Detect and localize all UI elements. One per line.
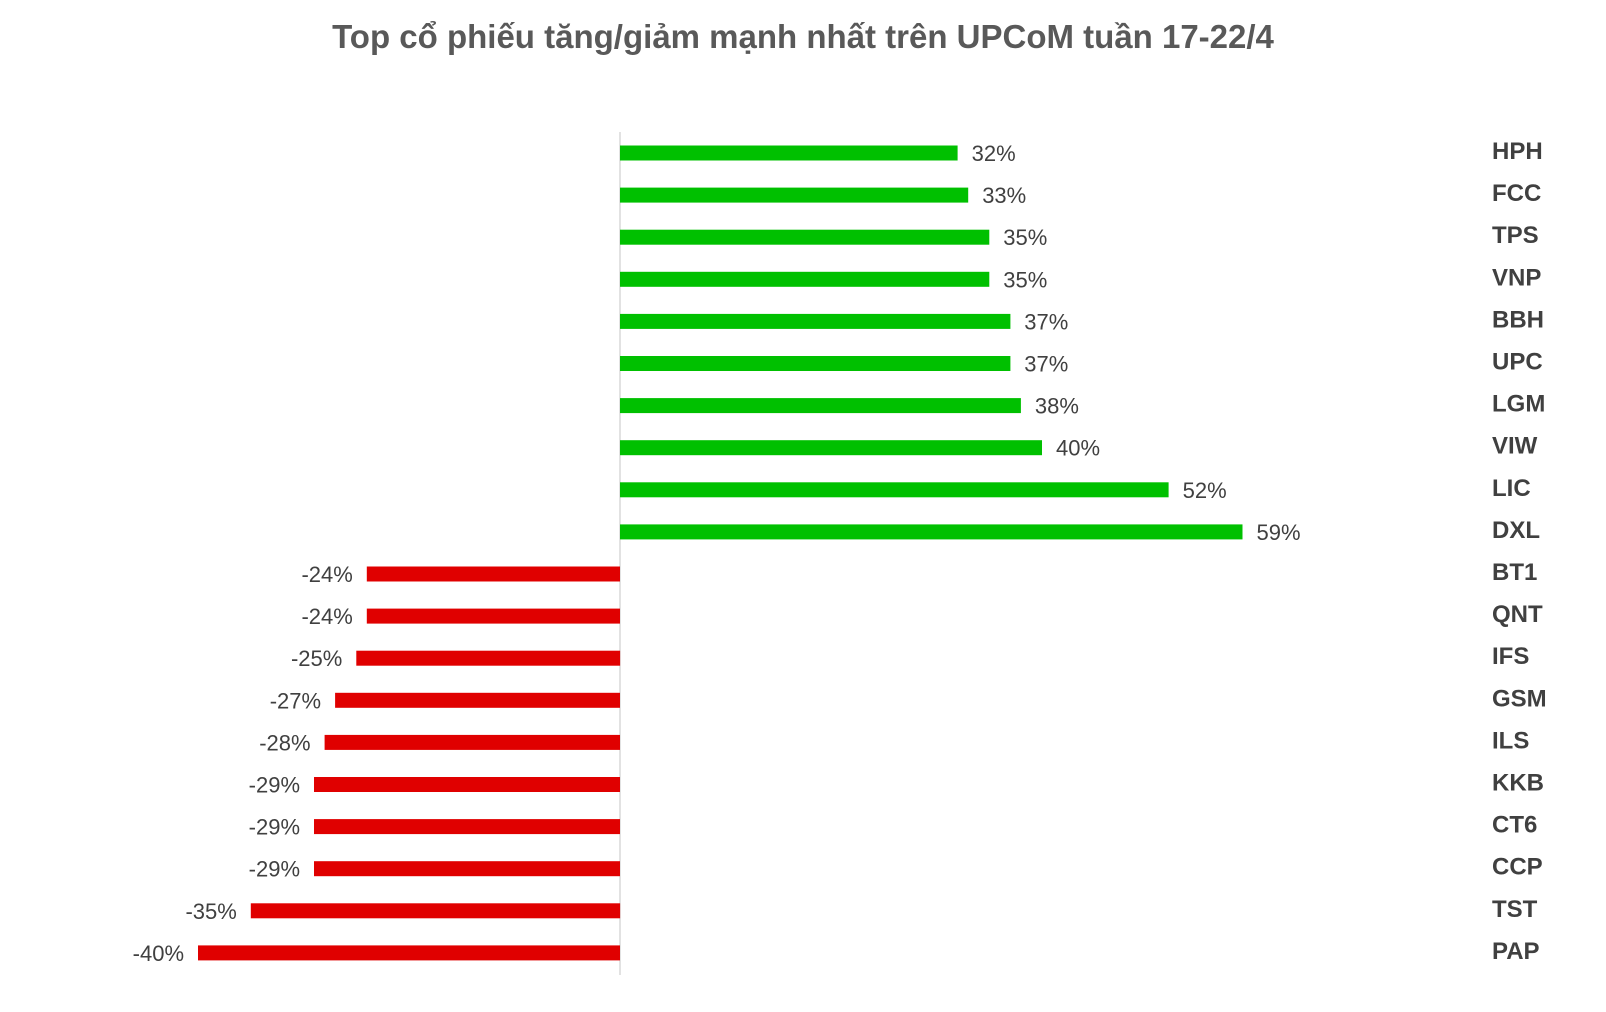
category-label-tst: TST <box>1492 896 1538 923</box>
bars-group <box>198 145 1243 961</box>
bar-gsm <box>335 692 620 708</box>
bar-kkb <box>314 777 620 792</box>
value-label-upc: 37% <box>1024 352 1068 377</box>
value-label-kkb: -29% <box>249 773 300 798</box>
value-label-ccp: -29% <box>249 857 300 882</box>
value-label-hph: 32% <box>972 141 1016 166</box>
value-label-ifs: -25% <box>291 646 342 671</box>
bar-hph <box>620 145 958 161</box>
bar-tst <box>250 903 621 919</box>
category-label-ccp: CCP <box>1492 854 1543 881</box>
value-label-tst: -35% <box>185 899 236 924</box>
bar-fcc <box>620 187 969 203</box>
value-labels-group: 32% 33% 35% 35% 37% 37% 38% 40% 52% 59% -24% -24% -2… <box>133 141 1301 966</box>
bar-ct6 <box>314 819 620 835</box>
value-label-fcc: 33% <box>982 183 1026 208</box>
bar-bt1 <box>366 566 620 582</box>
value-label-gsm: -27% <box>270 688 321 713</box>
category-label-tps: TPS <box>1492 222 1539 249</box>
chart-title: Top cổ phiếu tăng/giảm mạnh nhất trên UP… <box>332 18 1274 55</box>
category-label-hph: HPH <box>1492 138 1543 165</box>
bar-upc <box>620 356 1011 371</box>
category-label-lgm: LGM <box>1492 391 1545 418</box>
value-label-bt1: -24% <box>301 562 352 587</box>
value-label-dxl: 59% <box>1257 520 1301 545</box>
bar-lgm <box>620 398 1021 414</box>
category-label-bt1: BT1 <box>1492 559 1537 586</box>
category-label-lic: LIC <box>1492 475 1531 502</box>
bar-ifs <box>356 650 621 666</box>
category-label-ifs: IFS <box>1492 643 1529 670</box>
category-label-ct6: CT6 <box>1492 812 1537 839</box>
category-label-kkb: KKB <box>1492 770 1544 797</box>
category-label-gsm: GSM <box>1492 685 1547 712</box>
bar-viw <box>620 440 1042 456</box>
bar-ccp <box>314 861 620 877</box>
bar-dxl <box>620 524 1243 540</box>
value-label-bbh: 37% <box>1024 309 1068 334</box>
value-label-vnp: 35% <box>1003 267 1047 292</box>
value-label-viw: 40% <box>1056 436 1100 461</box>
category-label-vnp: VNP <box>1492 264 1541 291</box>
category-label-viw: VIW <box>1492 433 1538 460</box>
bar-qnt <box>366 608 620 624</box>
category-label-qnt: QNT <box>1492 601 1543 628</box>
value-label-lgm: 38% <box>1035 394 1079 419</box>
bar-tps <box>620 229 990 245</box>
value-label-lic: 52% <box>1183 478 1227 503</box>
category-label-upc: UPC <box>1492 349 1543 376</box>
bar-pap <box>198 945 620 961</box>
category-labels-group: HPH FCC TPS VNP BBH UPC LGM VIW LIC DXL BT1 QNT IFS G… <box>1492 138 1547 965</box>
category-label-fcc: FCC <box>1492 180 1541 207</box>
bar-bbh <box>620 313 1011 329</box>
bar-vnp <box>620 271 990 287</box>
value-label-pap: -40% <box>133 941 184 966</box>
category-label-bbh: BBH <box>1492 306 1544 333</box>
category-label-dxl: DXL <box>1492 517 1540 544</box>
value-label-tps: 35% <box>1003 225 1047 250</box>
value-label-qnt: -24% <box>301 604 352 629</box>
value-label-ils: -28% <box>259 730 310 755</box>
bar-lic <box>620 482 1169 498</box>
category-label-pap: PAP <box>1492 938 1540 965</box>
value-label-ct6: -29% <box>249 815 300 840</box>
category-label-ils: ILS <box>1492 727 1529 754</box>
bar-ils <box>324 734 620 750</box>
